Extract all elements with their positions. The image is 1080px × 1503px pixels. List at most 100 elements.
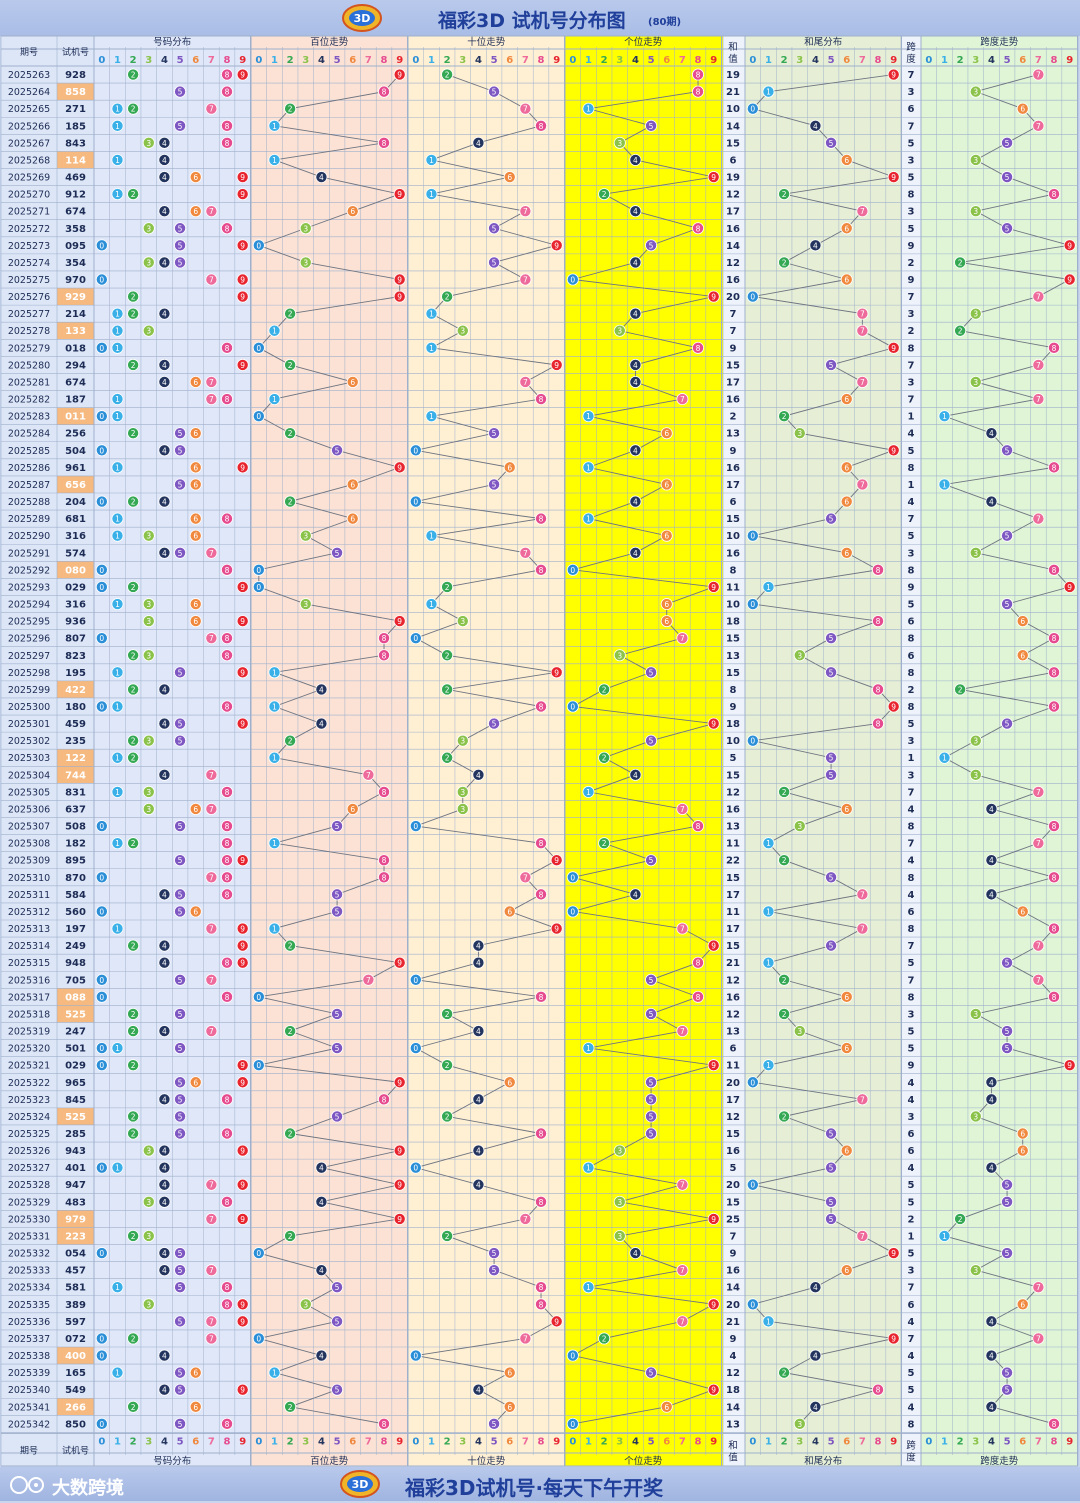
tens-ball <box>535 393 548 406</box>
span-ball-label: 6 <box>1020 1147 1025 1156</box>
hundreds-ball <box>331 444 344 457</box>
hundreds-ball-label: 2 <box>288 498 293 507</box>
span-ball <box>1016 1144 1029 1157</box>
distribution-ball <box>127 188 140 201</box>
hundreds-ball-label: 8 <box>382 856 387 865</box>
digit-column-label: 4 <box>318 55 325 66</box>
hundreds-ball <box>393 1144 406 1157</box>
units-ball-label: 8 <box>696 344 701 353</box>
sum-tail-ball-label: 9 <box>891 703 896 712</box>
hundreds-ball <box>268 922 281 935</box>
units-ball <box>566 1349 579 1362</box>
sum-tail-ball-label: 6 <box>844 1044 849 1053</box>
span-ball-label: 6 <box>1020 1300 1025 1309</box>
units-ball <box>582 1281 595 1294</box>
distribution-ball <box>158 495 171 508</box>
tens-ball-label: 5 <box>492 88 497 97</box>
distribution-ball-label: 4 <box>162 1181 167 1190</box>
hundreds-ball <box>331 1042 344 1055</box>
tens-ball <box>488 478 501 491</box>
units-ball <box>582 461 595 474</box>
tens-ball <box>488 1417 501 1430</box>
tens-ball <box>456 785 469 798</box>
issue-cell: 2025319 <box>8 1027 50 1038</box>
distribution-ball <box>111 1281 124 1294</box>
hundreds-ball-label: 0 <box>256 566 261 575</box>
issue-cell: 2025284 <box>8 429 50 440</box>
tens-ball-label: 4 <box>476 1386 481 1395</box>
distribution-ball-label: 7 <box>209 276 214 285</box>
number-cell: 681 <box>65 514 86 525</box>
span-cell: 6 <box>908 1129 915 1140</box>
distribution-ball <box>189 427 202 440</box>
distribution-ball <box>174 1127 187 1140</box>
tens-ball-label: 5 <box>492 1266 497 1275</box>
digit-column-label: 9 <box>553 55 560 66</box>
distribution-ball <box>95 700 108 713</box>
distribution-ball-label: 9 <box>240 463 245 472</box>
distribution-ball-label: 5 <box>178 976 183 985</box>
units-ball <box>598 751 611 764</box>
issue-cell: 2025270 <box>8 190 50 201</box>
sum-cell: 13 <box>726 651 740 662</box>
units-ball <box>566 273 579 286</box>
span-ball <box>985 854 998 867</box>
number-cell: 807 <box>65 634 86 645</box>
span-cell: 3 <box>908 377 915 388</box>
number-cell: 197 <box>65 924 86 935</box>
sum-tail-ball <box>825 136 838 149</box>
units-ball-label: 5 <box>649 976 654 985</box>
span-ball-label: 8 <box>1052 344 1057 353</box>
distribution-ball <box>221 820 234 833</box>
sum-tail-ball <box>840 990 853 1003</box>
issue-cell: 2025297 <box>8 651 50 662</box>
digit-column-label: 6 <box>843 1436 850 1447</box>
units-ball <box>707 1383 720 1396</box>
distribution-ball-label: 1 <box>115 703 120 712</box>
tens-ball-label: 8 <box>539 122 544 131</box>
distribution-ball <box>127 837 140 850</box>
sum-tail-ball <box>778 410 791 423</box>
span-ball <box>1032 785 1045 798</box>
span-ball-label: 9 <box>1067 241 1072 250</box>
units-ball <box>676 1264 689 1277</box>
units-ball <box>629 205 642 218</box>
hundreds-ball-label: 1 <box>272 668 277 677</box>
units-ball <box>645 239 658 252</box>
span-ball <box>1016 102 1029 115</box>
hundreds-ball <box>284 1229 297 1242</box>
distribution-ball <box>95 580 108 593</box>
number-cell: 943 <box>65 1146 86 1157</box>
block-title: 和尾分布 <box>804 1455 842 1467</box>
span-ball-label: 2 <box>958 327 963 336</box>
digit-column-label: 9 <box>1066 1436 1073 1447</box>
digit-column-label: 6 <box>506 55 513 66</box>
span-cell: 4 <box>908 890 915 901</box>
tens-ball-label: 2 <box>445 1112 450 1121</box>
digit-column-label: 9 <box>1066 55 1073 66</box>
distribution-ball <box>236 939 249 952</box>
span-cell: 1 <box>908 1231 915 1242</box>
hundreds-ball <box>378 136 391 149</box>
distribution-ball-label: 4 <box>162 771 167 780</box>
tens-ball <box>488 427 501 440</box>
distribution-ball-label: 4 <box>162 685 167 694</box>
span-cell: 8 <box>908 992 915 1003</box>
sum-tail-ball <box>887 341 900 354</box>
block-title: 号码分布 <box>153 36 191 48</box>
span-ball-label: 4 <box>989 498 994 507</box>
tens-ball-label: 0 <box>413 1044 418 1053</box>
digit-column-label: 9 <box>239 55 246 66</box>
repeat-highlight <box>57 988 94 1006</box>
number-cell: 080 <box>65 565 86 576</box>
span-cell: 5 <box>908 600 915 611</box>
number-cell: 072 <box>65 1334 86 1345</box>
units-ball-label: 0 <box>570 1352 575 1361</box>
distribution-ball <box>174 1417 187 1430</box>
span-ball <box>1001 529 1014 542</box>
distribution-ball <box>142 802 155 815</box>
hundreds-ball <box>315 683 328 696</box>
units-ball-label: 4 <box>633 310 638 319</box>
distribution-ball <box>174 717 187 730</box>
hundreds-ball-label: 8 <box>382 634 387 643</box>
